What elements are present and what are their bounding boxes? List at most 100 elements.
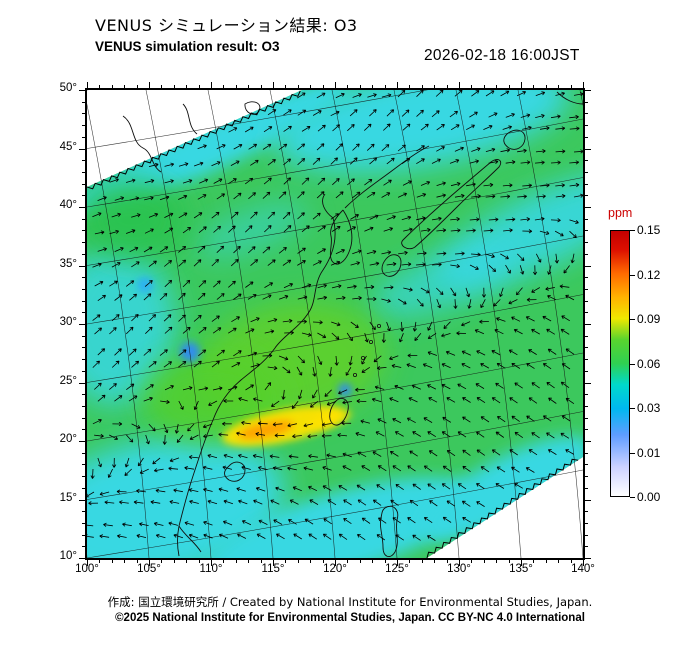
x-tick-major bbox=[211, 560, 212, 566]
x-tick-minor bbox=[161, 560, 163, 563]
x-tick-major bbox=[335, 560, 336, 566]
y-tick-minor bbox=[82, 476, 85, 478]
colorbar-tick-label: 0.15 bbox=[637, 223, 661, 237]
coastline-taiwan bbox=[329, 398, 349, 426]
y-tick-minor bbox=[82, 160, 85, 162]
y-tick-minor bbox=[82, 253, 85, 255]
y-tick-minor-right bbox=[585, 230, 588, 232]
y-tick-minor-right bbox=[585, 171, 588, 173]
x-tick-major bbox=[583, 560, 584, 566]
y-tick-minor bbox=[82, 136, 85, 138]
x-tick-minor bbox=[483, 560, 485, 563]
y-tick-minor-right bbox=[585, 253, 588, 255]
y-tick-minor-right bbox=[585, 125, 588, 127]
coastline-coast-fragment-3 bbox=[556, 91, 583, 105]
valid-time: 2026-02-18 16:00JST bbox=[424, 47, 580, 64]
field-blob bbox=[370, 246, 514, 318]
colorbar-tick bbox=[630, 363, 635, 365]
y-tick-minor-right bbox=[585, 546, 588, 548]
x-tick-major bbox=[521, 560, 522, 566]
colorbar-tick bbox=[630, 408, 635, 409]
field-blob bbox=[195, 202, 309, 258]
lat-gridline bbox=[87, 411, 583, 500]
x-tick-minor-top bbox=[545, 85, 547, 88]
x-tick-major-top bbox=[459, 82, 460, 88]
x-tick-minor bbox=[99, 560, 101, 563]
x-tick-label: 120° bbox=[323, 563, 347, 575]
colorbar-tick bbox=[630, 497, 635, 498]
x-tick-minor bbox=[347, 560, 349, 563]
x-tick-minor bbox=[359, 560, 361, 563]
y-tick-minor bbox=[82, 113, 85, 115]
domain-boundary-southeast bbox=[426, 458, 579, 558]
y-tick-major-right bbox=[585, 90, 591, 91]
coastline-japan-hokkaido bbox=[503, 129, 526, 150]
y-tick-major-right bbox=[585, 324, 591, 325]
wind-vectors bbox=[87, 90, 583, 541]
x-tick-minor bbox=[124, 560, 126, 563]
x-tick-minor bbox=[508, 560, 510, 563]
y-tick-minor-right bbox=[585, 183, 588, 185]
colorbar-tick-label: 0.01 bbox=[637, 445, 661, 460]
x-tick-minor bbox=[260, 560, 262, 563]
lon-gridline bbox=[269, 90, 336, 558]
y-tick-minor-right bbox=[585, 160, 588, 162]
x-tick-major-top bbox=[273, 82, 274, 88]
x-tick-minor bbox=[186, 560, 188, 563]
y-tick-minor-right bbox=[585, 359, 588, 361]
map-canvas bbox=[87, 90, 583, 558]
y-tick-minor-right bbox=[585, 195, 588, 197]
coastline-japan-honshu bbox=[401, 159, 502, 250]
map-plot bbox=[85, 88, 585, 560]
y-tick-minor-right bbox=[585, 370, 588, 372]
coastline-coast-fragment-2 bbox=[182, 103, 198, 135]
x-tick-minor-top bbox=[161, 85, 163, 88]
coastline-hainan bbox=[224, 461, 246, 482]
x-tick-minor bbox=[285, 560, 287, 563]
y-tick-major bbox=[79, 324, 85, 325]
x-tick-major-top bbox=[521, 82, 522, 88]
y-tick-minor bbox=[82, 171, 85, 173]
colorbar-tick-label: 0.06 bbox=[637, 356, 661, 371]
y-tick-label: 15° bbox=[59, 491, 77, 504]
x-tick-minor bbox=[372, 560, 374, 563]
y-tick-minor bbox=[82, 359, 85, 361]
y-tick-minor bbox=[82, 405, 85, 407]
x-tick-minor bbox=[533, 560, 535, 563]
x-tick-label: 115° bbox=[261, 563, 285, 575]
x-tick-label: 110° bbox=[199, 563, 223, 575]
colorbar-tick bbox=[630, 274, 635, 276]
o3-concentration-field bbox=[87, 90, 583, 558]
x-tick-minor-top bbox=[136, 85, 138, 88]
x-tick-minor-top bbox=[111, 85, 113, 88]
y-tick-minor bbox=[82, 218, 85, 220]
credit-line: 作成: 国立環境研究所 / Created by National Instit… bbox=[107, 595, 593, 609]
colorbar-tick-label: 0.09 bbox=[637, 312, 661, 326]
y-tick-minor bbox=[82, 534, 85, 536]
y-tick-minor bbox=[82, 288, 85, 290]
y-tick-minor-right bbox=[585, 347, 588, 349]
y-tick-label: 40° bbox=[59, 199, 77, 211]
x-tick-minor-top bbox=[359, 85, 361, 88]
y-tick-label: 20° bbox=[59, 433, 77, 445]
y-tick-major-right bbox=[585, 499, 591, 501]
x-tick-minor-top bbox=[248, 85, 250, 88]
y-tick-minor bbox=[82, 242, 85, 244]
field-blob bbox=[238, 421, 294, 439]
y-tick-minor-right bbox=[585, 417, 588, 419]
x-tick-minor bbox=[198, 560, 200, 563]
lat-gridline bbox=[87, 294, 583, 383]
y-tick-major bbox=[79, 499, 85, 501]
x-tick-minor-top bbox=[310, 85, 312, 88]
y-tick-minor-right bbox=[585, 277, 588, 279]
domain-boundary-northwest bbox=[87, 90, 301, 190]
coastline-korea bbox=[329, 209, 353, 265]
y-tick-minor-right bbox=[585, 288, 588, 290]
coastline-indochina-coast bbox=[178, 525, 202, 553]
y-tick-minor-right bbox=[585, 522, 588, 524]
y-tick-minor bbox=[82, 417, 85, 419]
y-tick-label: 30° bbox=[59, 316, 77, 328]
y-tick-minor bbox=[82, 230, 85, 232]
colorbar-tick bbox=[630, 452, 635, 454]
